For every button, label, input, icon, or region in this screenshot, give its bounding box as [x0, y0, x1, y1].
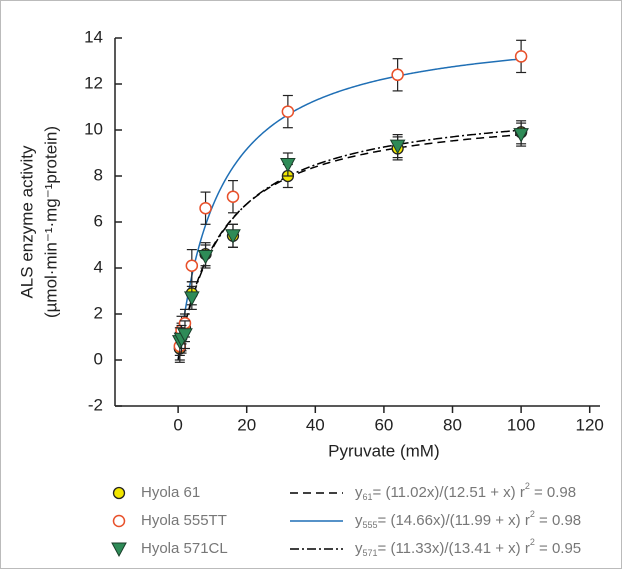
data-point: [185, 259, 199, 272]
x-axis-label: Pyruvate (mM): [328, 441, 439, 460]
fit-curve: [177, 129, 522, 361]
data-point: [183, 291, 200, 306]
data-point: [197, 250, 214, 265]
legend-equation: y571= (11.33x)/(13.41 + x) r2 = 0.95: [355, 537, 581, 558]
data-point: [199, 201, 212, 215]
x-tick-label: 80: [443, 415, 462, 434]
y-tick-label: 12: [84, 73, 103, 92]
legend-marker: [111, 542, 127, 558]
eq-sub: 555: [363, 520, 378, 530]
y-tick-label: 0: [94, 349, 103, 368]
y-tick-label: 6: [94, 211, 103, 230]
data-point: [281, 105, 295, 118]
x-tick-label: 0: [173, 415, 182, 434]
eq-part: = 0.98: [530, 484, 576, 501]
data-point: [226, 190, 240, 203]
x-tick-label: 20: [237, 415, 256, 434]
x-tick-label: 100: [507, 415, 535, 434]
legend-label: Hyola 571CL: [141, 540, 228, 557]
eq-part: y: [355, 512, 363, 529]
data-point: [514, 50, 528, 63]
y-axis-label: (µmol·min⁻¹·mg⁻¹protein): [41, 126, 60, 318]
data-point: [225, 229, 241, 244]
eq-sup: 2: [530, 537, 535, 547]
eq-part: = 0.98: [535, 512, 581, 529]
y-tick-label: 10: [84, 119, 103, 138]
eq-part: = 0.95: [535, 540, 581, 557]
eq-part: = (11.33x)/(13.41 + x) r: [378, 540, 530, 557]
y-tick-label: 4: [94, 257, 103, 276]
data-point: [177, 328, 193, 343]
legend-marker: [112, 486, 126, 500]
eq-sub: 61: [363, 492, 373, 502]
y-tick-label: 2: [94, 303, 103, 322]
y-tick-label: -2: [88, 395, 103, 414]
y-tick-label: 8: [94, 165, 103, 184]
eq-sup: 2: [530, 509, 535, 519]
eq-part: y: [355, 484, 363, 501]
eq-sup: 2: [525, 481, 530, 491]
data-point: [391, 68, 404, 82]
data-point: [280, 158, 296, 173]
data-point: [513, 128, 529, 143]
x-tick-label: 60: [374, 415, 393, 434]
legend-label: Hyola 555TT: [141, 512, 227, 529]
legend-label: Hyola 61: [141, 484, 200, 501]
x-tick-label: 120: [576, 415, 604, 434]
eq-part: = (14.66x)/(11.99 + x) r: [378, 512, 530, 529]
eq-sub: 571: [363, 548, 378, 558]
fit-curve: [177, 58, 522, 361]
legend-equation: y61= (11.02x)/(12.51 + x) r2 = 0.98: [355, 481, 576, 502]
x-tick-label: 40: [306, 415, 325, 434]
legend-marker: [112, 514, 126, 528]
eq-part: = (11.02x)/(12.51 + x) r: [373, 484, 525, 501]
y-axis-label: ALS enzyme activity: [17, 145, 36, 299]
eq-part: y: [355, 540, 363, 557]
y-tick-label: 14: [84, 27, 103, 46]
legend-equation: y555= (14.66x)/(11.99 + x) r2 = 0.98: [355, 509, 581, 530]
data-point: [389, 139, 406, 155]
